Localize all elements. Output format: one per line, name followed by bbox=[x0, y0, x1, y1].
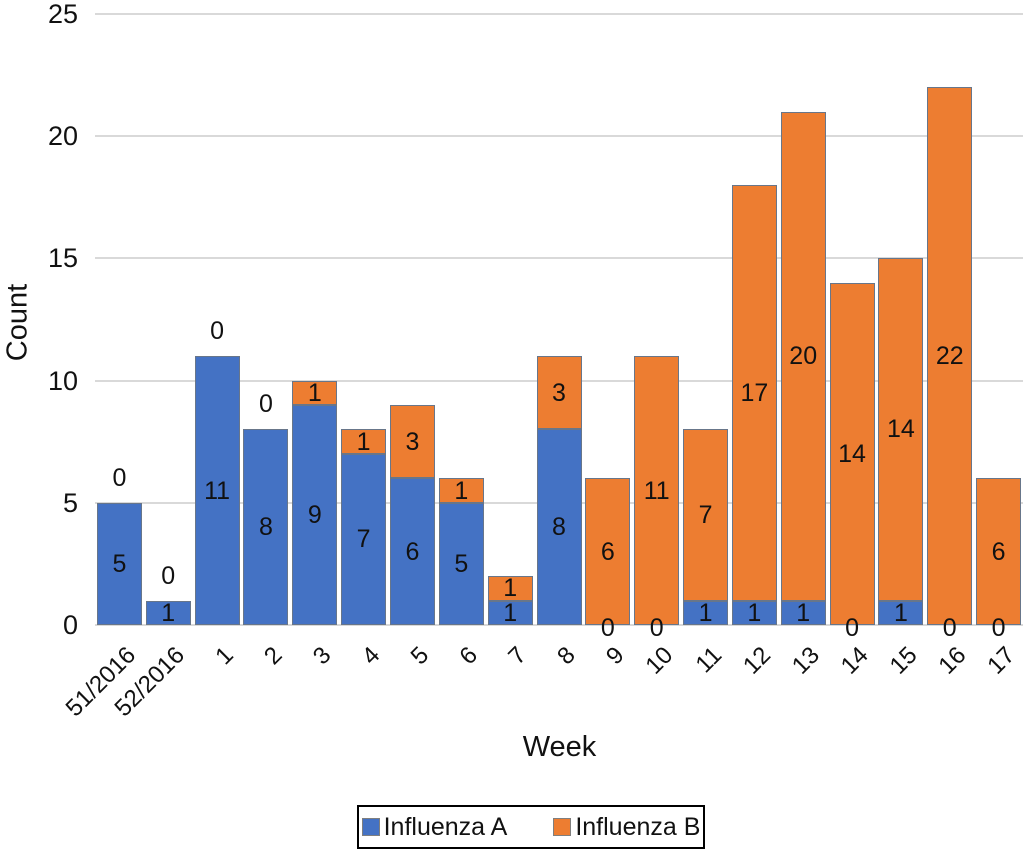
bar-segment-influenza-a-5 bbox=[389, 478, 435, 625]
bar-segment-influenza-a-11 bbox=[683, 600, 729, 625]
value-label-influenza-a-9: 0 bbox=[600, 614, 615, 642]
bar-segment-influenza-a-7 bbox=[487, 600, 533, 625]
bar-segment-influenza-b-16 bbox=[927, 87, 973, 625]
value-label-influenza-b-13: 20 bbox=[789, 342, 818, 371]
bar-segment-influenza-b-14 bbox=[829, 282, 875, 625]
value-label-influenza-a-12: 1 bbox=[747, 598, 762, 627]
value-label-influenza-a-16: 0 bbox=[942, 614, 957, 642]
value-label-influenza-a-15: 1 bbox=[893, 598, 908, 627]
y-tick-label-25: 25 bbox=[47, 0, 78, 29]
bar-segment-influenza-a-51/2016 bbox=[96, 502, 142, 625]
bar-segment-influenza-a-2 bbox=[243, 429, 289, 625]
gridline-25 bbox=[95, 13, 1023, 15]
bar-segment-influenza-b-6 bbox=[438, 478, 484, 503]
y-tick-label-15: 15 bbox=[47, 243, 78, 274]
bar-segment-influenza-b-3 bbox=[292, 380, 338, 406]
bar-segment-influenza-b-10 bbox=[634, 356, 680, 625]
bar-segment-influenza-a-1 bbox=[194, 356, 240, 625]
value-label-influenza-b-16: 22 bbox=[935, 342, 964, 371]
value-label-influenza-b-8: 3 bbox=[552, 378, 566, 407]
bar-segment-influenza-b-7 bbox=[487, 576, 533, 601]
value-label-influenza-b-14: 14 bbox=[838, 439, 866, 468]
value-label-influenza-b-51/2016: 0 bbox=[112, 463, 127, 492]
value-label-influenza-a-5: 6 bbox=[405, 537, 420, 566]
legend-label-influenza-b: Influenza B bbox=[575, 812, 701, 841]
value-label-influenza-a-13: 1 bbox=[796, 598, 811, 627]
y-tick-label-5: 5 bbox=[62, 487, 78, 518]
value-label-influenza-b-3: 1 bbox=[307, 378, 322, 407]
value-label-influenza-b-10: 11 bbox=[643, 476, 670, 505]
bar-segment-influenza-b-17 bbox=[976, 478, 1022, 625]
legend-item-influenza-a: Influenza A bbox=[361, 812, 508, 842]
bar-segment-influenza-b-4 bbox=[341, 429, 387, 454]
value-label-influenza-a-1: 11 bbox=[204, 476, 231, 505]
value-label-influenza-a-11: 1 bbox=[698, 598, 713, 627]
value-label-influenza-b-2: 0 bbox=[258, 390, 273, 419]
value-label-influenza-b-15: 14 bbox=[886, 415, 915, 444]
bar-segment-influenza-b-11 bbox=[683, 429, 729, 601]
bar-segment-influenza-a-12 bbox=[731, 600, 777, 625]
value-label-influenza-a-52/2016: 1 bbox=[161, 598, 176, 627]
value-label-influenza-a-8: 8 bbox=[552, 513, 566, 542]
value-label-influenza-b-7: 1 bbox=[503, 574, 518, 603]
value-label-influenza-a-7: 1 bbox=[503, 598, 518, 627]
value-label-influenza-a-14: 0 bbox=[845, 614, 859, 642]
gridline-15 bbox=[95, 257, 1023, 260]
value-label-influenza-a-2: 8 bbox=[258, 513, 273, 542]
bar-segment-influenza-b-12 bbox=[731, 185, 777, 601]
bar-segment-influenza-a-15 bbox=[878, 600, 924, 625]
influenza-b-swatch-icon bbox=[553, 818, 572, 836]
value-label-influenza-a-51/2016: 5 bbox=[112, 549, 127, 578]
value-label-influenza-b-12: 17 bbox=[740, 378, 769, 407]
bar-segment-influenza-a-8 bbox=[536, 429, 582, 625]
y-tick-label-10: 10 bbox=[47, 365, 78, 396]
y-tick-label-0: 0 bbox=[62, 610, 78, 640]
value-label-influenza-a-17: 0 bbox=[991, 614, 1006, 642]
value-label-influenza-b-11: 7 bbox=[698, 501, 713, 530]
bar-segment-influenza-a-13 bbox=[780, 600, 826, 625]
influenza-a-swatch-icon bbox=[361, 818, 380, 836]
value-label-influenza-a-4: 7 bbox=[356, 525, 371, 554]
bar-segment-influenza-a-4 bbox=[341, 453, 387, 625]
value-label-influenza-b-6: 1 bbox=[454, 476, 469, 505]
legend: Influenza A Influenza B bbox=[357, 805, 705, 849]
value-label-influenza-b-4: 1 bbox=[356, 427, 371, 456]
bar-segment-influenza-b-9 bbox=[585, 478, 631, 625]
gridline-0 bbox=[95, 624, 1023, 626]
value-label-influenza-b-52/2016: 0 bbox=[161, 561, 176, 590]
value-label-influenza-b-1: 0 bbox=[210, 317, 225, 346]
value-label-influenza-b-9: 6 bbox=[600, 537, 615, 566]
value-label-influenza-a-10: 0 bbox=[649, 614, 664, 642]
bar-segment-influenza-b-15 bbox=[878, 258, 924, 601]
legend-label-influenza-a: Influenza A bbox=[383, 812, 508, 841]
value-label-influenza-b-5: 3 bbox=[405, 427, 420, 456]
gridline-20 bbox=[95, 135, 1023, 138]
bar-segment-influenza-b-13 bbox=[780, 111, 826, 601]
value-label-influenza-a-3: 9 bbox=[307, 501, 322, 530]
bar-segment-influenza-b-8 bbox=[536, 356, 582, 430]
bar-segment-influenza-a-3 bbox=[292, 405, 338, 625]
value-label-influenza-a-6: 5 bbox=[454, 549, 469, 578]
bar-segment-influenza-a-6 bbox=[438, 502, 484, 625]
bar-segment-influenza-a-52/2016 bbox=[145, 600, 191, 625]
value-label-influenza-b-17: 6 bbox=[991, 537, 1006, 566]
bar-segment-influenza-b-5 bbox=[389, 405, 435, 479]
legend-item-influenza-b: Influenza B bbox=[553, 813, 700, 842]
x-axis-title: Week bbox=[522, 731, 597, 763]
y-tick-label-20: 20 bbox=[47, 121, 78, 152]
